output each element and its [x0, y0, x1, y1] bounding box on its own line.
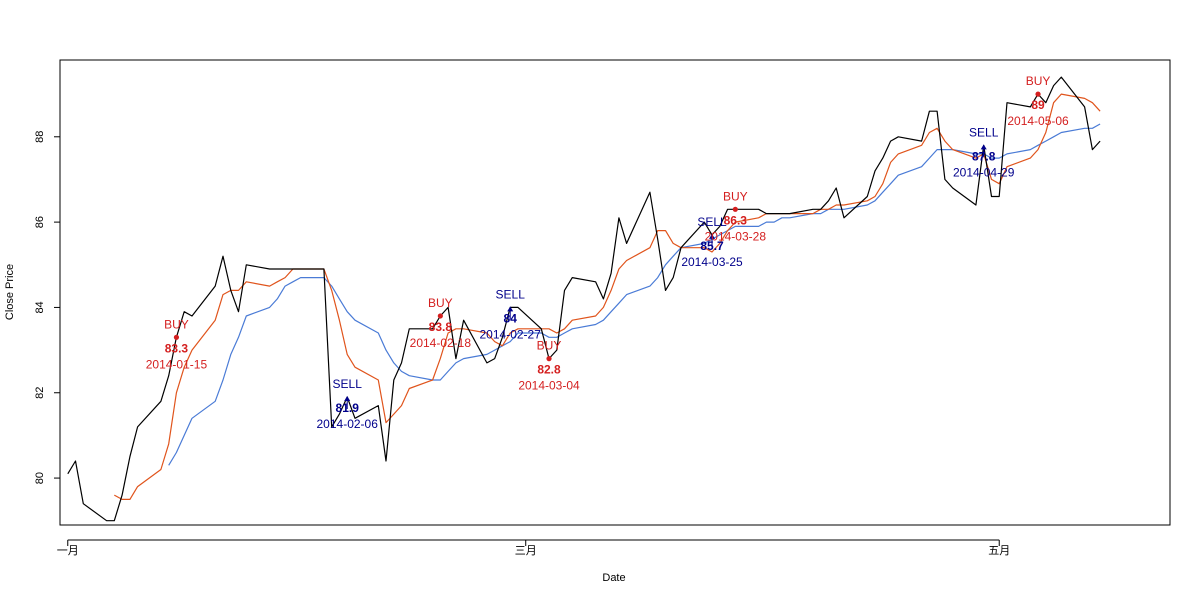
buy-marker: [546, 356, 552, 362]
buy-marker: [437, 313, 443, 319]
slow-moving-average-line: [168, 123, 1101, 466]
buy-label: BUY: [428, 296, 453, 310]
signal-date: 2014-02-18: [410, 336, 472, 350]
signal-date: 2014-03-25: [681, 255, 743, 269]
buy-label: BUY: [537, 339, 562, 353]
signal-layer: BUY 83.3 2014-01-15 SELL 81.9 2014-02-06 BUY 83…: [146, 74, 1069, 431]
axis-layer: 80 82 84 86 88 一月 三月 五月: [34, 131, 1010, 557]
x-tick-label: 五月: [988, 545, 1010, 557]
x-tick-label: 三月: [515, 545, 537, 557]
signal-date: 2014-02-27: [480, 327, 542, 341]
sell-arrow-head: [507, 306, 514, 312]
signal-value: 85.7: [700, 239, 724, 253]
sell-label: SELL: [697, 215, 727, 229]
signal-date: 2014-05-06: [1007, 114, 1069, 128]
x-tick-label: 一月: [57, 545, 79, 557]
series-layer: [67, 76, 1101, 522]
fast-moving-average-line: [114, 93, 1101, 500]
sell-arrow-head: [344, 396, 351, 402]
signal-value: 83.3: [165, 341, 189, 355]
signal-date: 2014-03-04: [518, 379, 580, 393]
y-tick-label: 80: [34, 472, 46, 484]
y-tick-label: 84: [34, 301, 46, 313]
buy-marker: [732, 206, 738, 212]
sell-label: SELL: [496, 287, 526, 301]
y-tick-label: 82: [34, 387, 46, 399]
x-axis-label: Date: [602, 572, 625, 584]
buy-marker: [1035, 91, 1041, 97]
signal-value: 84: [504, 311, 518, 325]
signal-date: 2014-04-29: [953, 165, 1015, 179]
sell-arrow-head: [709, 233, 716, 239]
y-axis-label: Close Price: [4, 264, 16, 320]
buy-marker: [173, 334, 180, 340]
signal-value: 81.9: [336, 401, 360, 415]
signal-date: 2014-01-15: [146, 357, 208, 371]
y-tick-label: 88: [34, 131, 46, 143]
signal-value: 89: [1031, 98, 1045, 112]
sell-label: SELL: [969, 125, 999, 139]
y-tick-label: 86: [34, 216, 46, 228]
signal-value: 87.8: [972, 149, 996, 163]
buy-label: BUY: [1026, 74, 1051, 88]
plot-frame: [59, 59, 1171, 526]
signal-date: 2014-02-06: [317, 417, 379, 431]
buy-label: BUY: [723, 189, 748, 203]
signal-value: 82.8: [537, 363, 561, 377]
signal-value: 86.3: [724, 213, 748, 227]
signal-date: 2014-03-28: [705, 229, 767, 243]
sell-label: SELL: [333, 377, 363, 391]
sell-arrow-head: [980, 144, 987, 150]
buy-label: BUY: [164, 317, 189, 331]
signal-value: 83.8: [429, 320, 453, 334]
close-price-line: [67, 76, 1101, 522]
